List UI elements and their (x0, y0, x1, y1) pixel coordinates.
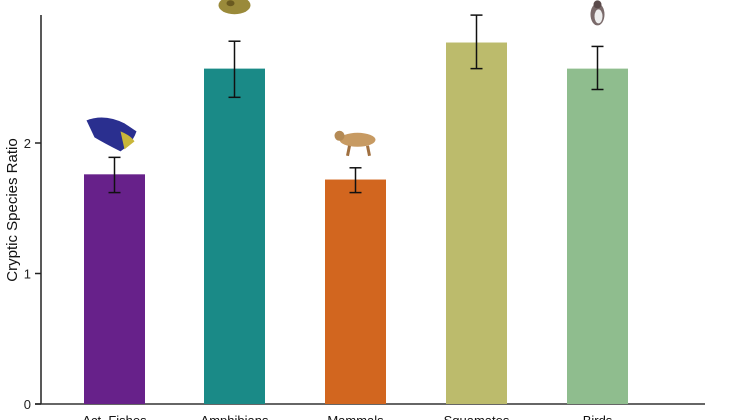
x-tick-label: Squamates (444, 413, 510, 420)
bar (325, 179, 386, 404)
bar (204, 68, 265, 405)
fish-icon (86, 117, 137, 152)
bar (567, 68, 628, 405)
x-tick-label: Act. Fishes (82, 413, 147, 420)
lynx-icon (334, 130, 376, 157)
error-bar (470, 14, 483, 70)
bird-icon (590, 0, 605, 26)
y-tick-label: 0 (24, 397, 31, 412)
x-tick-label: Mammals (327, 413, 384, 420)
error-bar (108, 156, 121, 194)
bar (84, 174, 145, 404)
frog-icon (218, 0, 251, 15)
error-bar (228, 40, 241, 99)
bar (446, 42, 507, 404)
error-bar (591, 45, 604, 91)
error-bar (349, 167, 362, 194)
y-tick-label: 2 (24, 136, 31, 151)
x-tick-label: Birds (583, 413, 613, 420)
y-tick-label: 1 (24, 267, 31, 282)
x-tick-label: Amphibians (201, 413, 269, 420)
y-axis-label: Cryptic Species Ratio (4, 138, 21, 281)
